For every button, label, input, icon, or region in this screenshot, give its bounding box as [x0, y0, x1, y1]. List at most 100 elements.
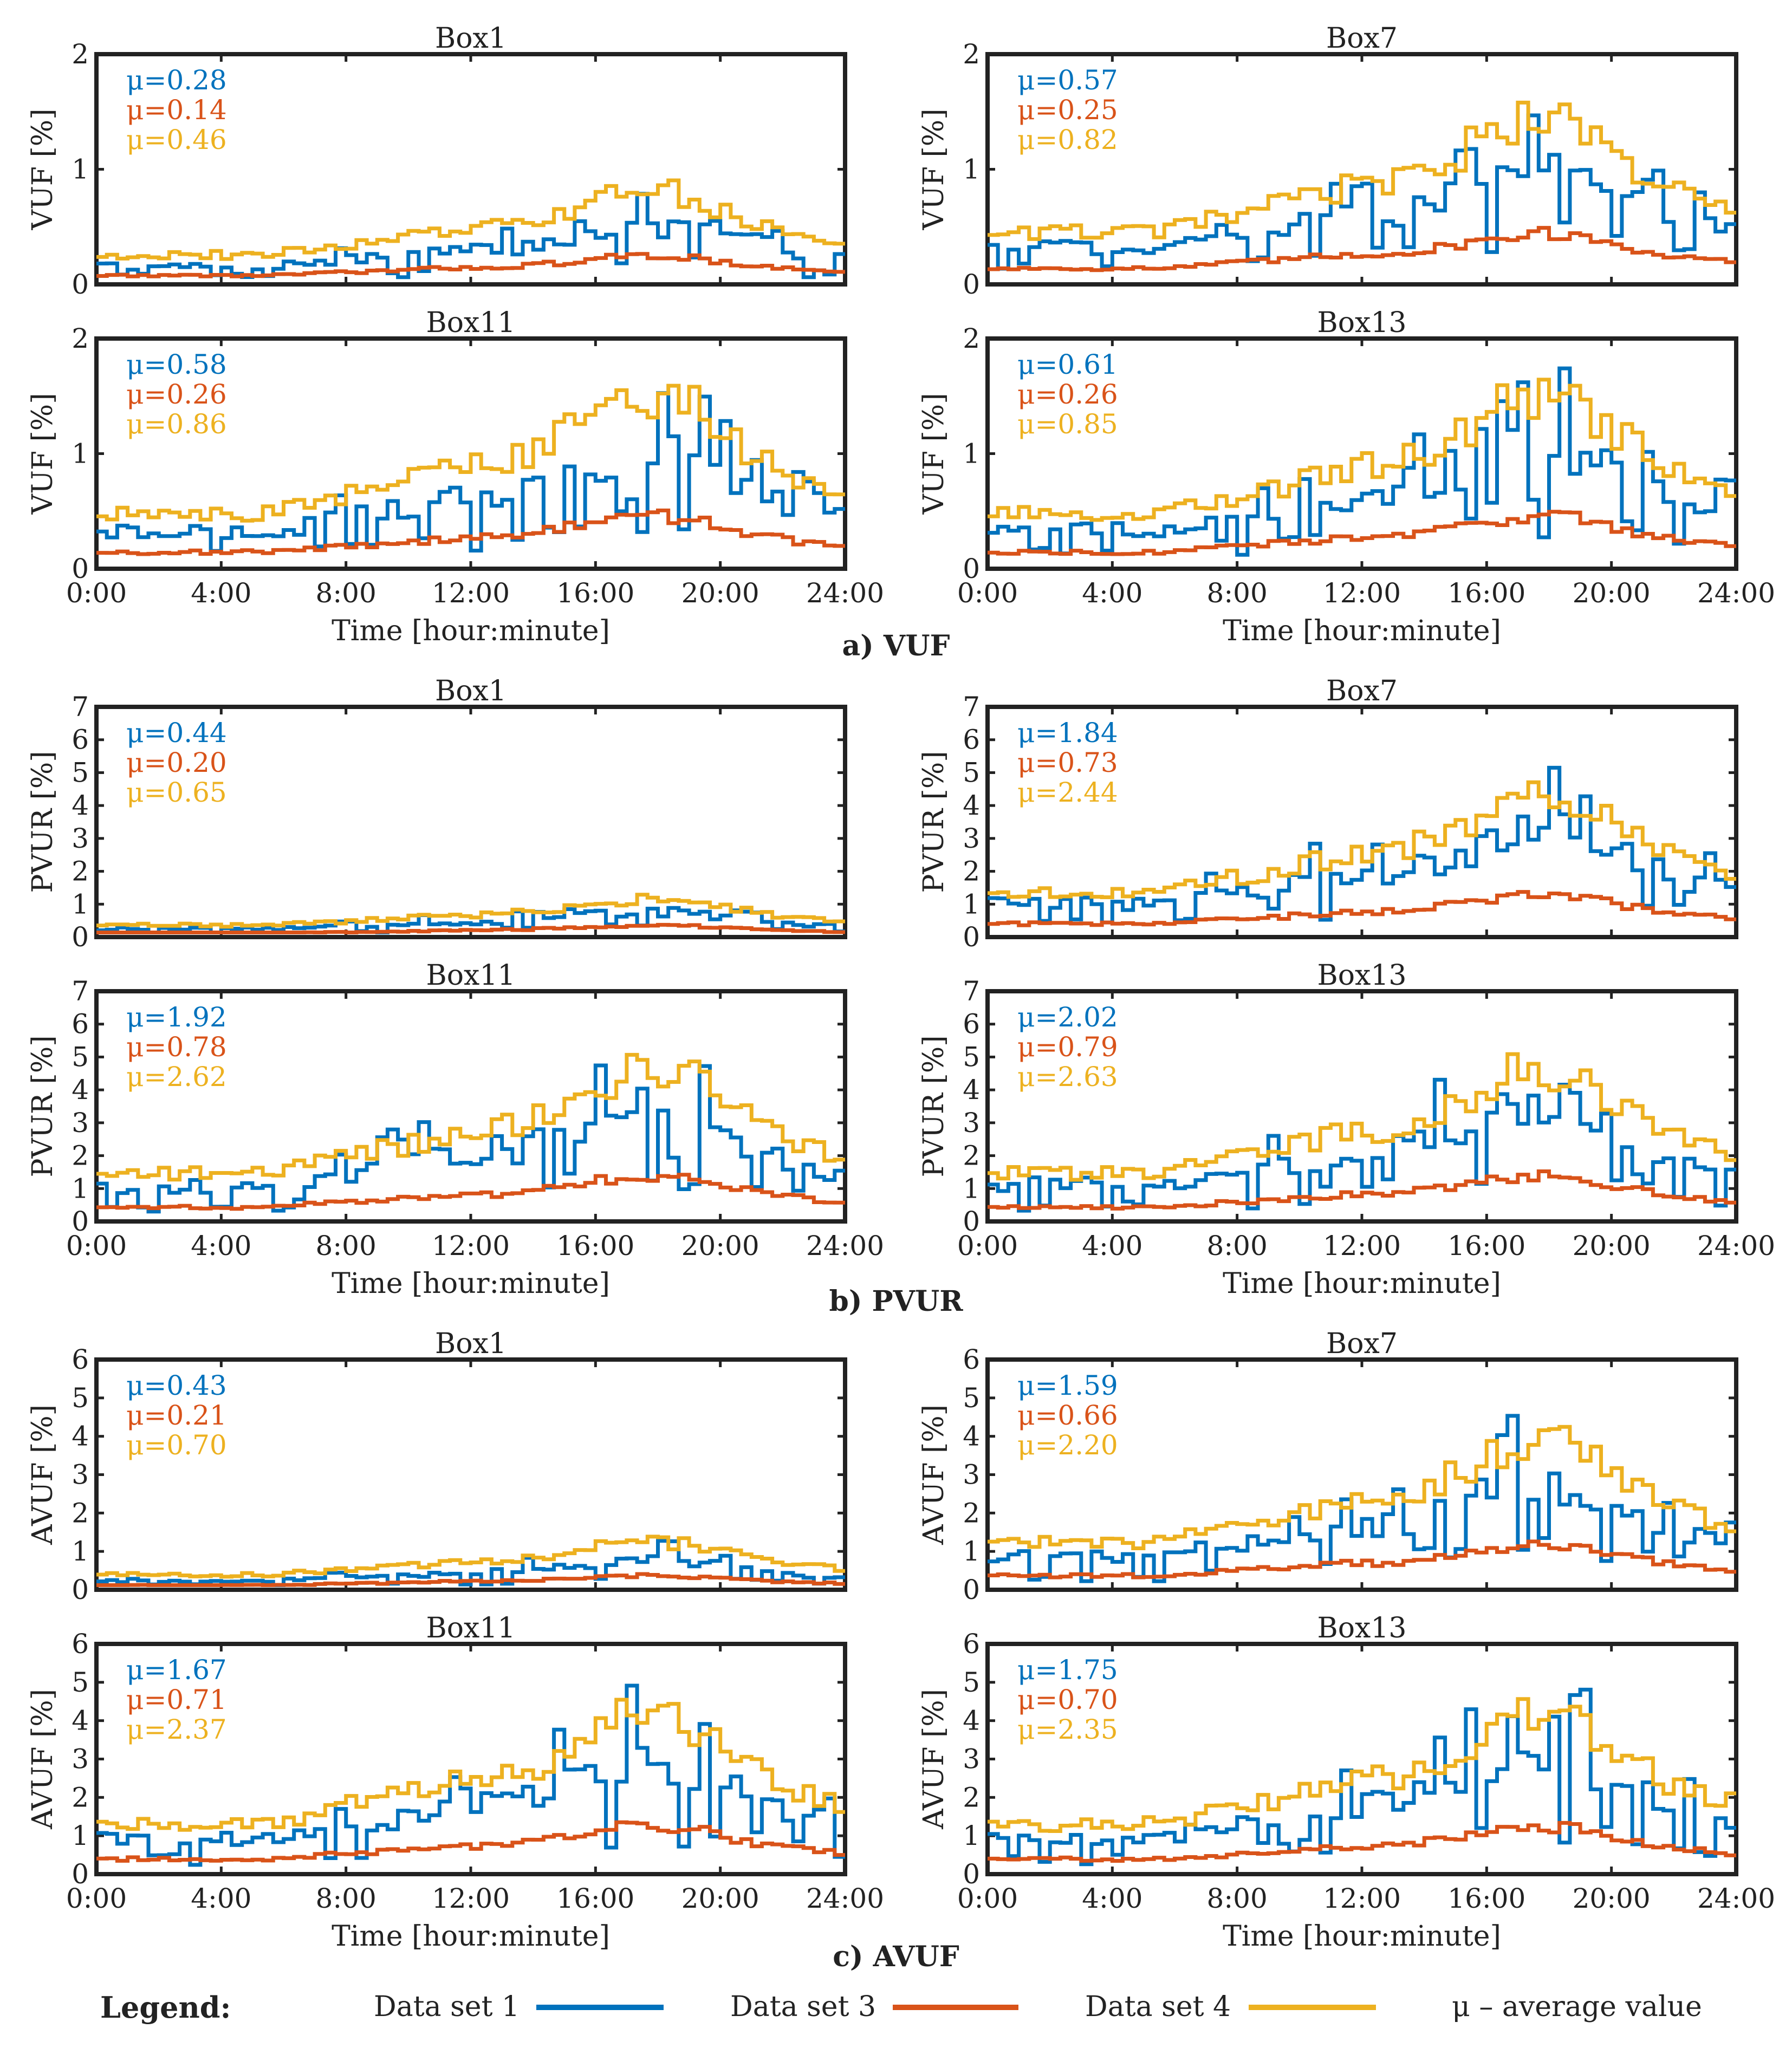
mu-label-data-set-3: μ=0.25 — [1017, 94, 1118, 126]
mu-label-data-set-3: μ=0.79 — [1017, 1031, 1118, 1063]
y-tick-label: 0 — [72, 269, 89, 300]
y-tick-label: 0 — [72, 553, 89, 584]
y-axis-label: AVUF [%] — [27, 1689, 59, 1830]
x-tick-label: 4:00 — [1082, 1230, 1142, 1262]
x-tick-label: 0:00 — [66, 1230, 127, 1262]
series-line-data-set-1 — [96, 1539, 845, 1587]
x-tick-label: 16:00 — [556, 1230, 634, 1262]
y-tick-label: 4 — [963, 1074, 980, 1106]
y-tick-label: 2 — [963, 38, 980, 70]
x-tick-label: 12:00 — [432, 1230, 510, 1262]
y-tick-label: 2 — [963, 1140, 980, 1172]
legend-label-data-set-1: Data set 1 — [374, 1991, 520, 2023]
x-axis-label: Time [hour:minute] — [332, 1267, 610, 1300]
mu-label-data-set-3: μ=0.26 — [126, 379, 227, 410]
series-line-data-set-4 — [96, 893, 845, 929]
x-tick-label: 4:00 — [191, 1883, 251, 1914]
x-tick-label: 12:00 — [432, 577, 510, 609]
x-tick-label: 20:00 — [681, 1883, 759, 1914]
series-line-data-set-1 — [96, 906, 845, 934]
y-tick-label: 5 — [72, 1041, 89, 1072]
series-line-data-set-4 — [988, 1425, 1736, 1550]
y-axis-label: PVUR [%] — [27, 1035, 59, 1177]
y-tick-label: 1 — [963, 1173, 980, 1204]
y-tick-label: 4 — [72, 1705, 89, 1737]
series-line-data-set-3 — [96, 1173, 845, 1211]
y-tick-label: 0 — [72, 921, 89, 953]
series-line-data-set-3 — [988, 226, 1736, 272]
x-tick-label: 4:00 — [1082, 1883, 1142, 1914]
mu-label-data-set-3: μ=0.21 — [126, 1400, 227, 1431]
series-line-data-set-3 — [988, 510, 1736, 556]
mu-label-data-set-1: μ=1.75 — [1017, 1654, 1118, 1686]
y-tick-label: 6 — [963, 1344, 980, 1375]
series-line-data-set-4 — [988, 100, 1736, 241]
section-label-pvur: b) PVUR — [829, 1285, 963, 1318]
mu-label-data-set-4: μ=0.65 — [126, 777, 227, 808]
section-label-vuf: a) VUF — [842, 629, 950, 662]
y-tick-label: 3 — [72, 1459, 89, 1491]
y-tick-label: 3 — [72, 1744, 89, 1775]
y-tick-label: 3 — [963, 823, 980, 854]
series-line-data-set-4 — [988, 1052, 1736, 1182]
mu-label-data-set-3: μ=0.78 — [126, 1031, 227, 1063]
series-line-data-set-4 — [988, 1697, 1736, 1833]
series-line-data-set-4 — [96, 383, 845, 523]
chart-panel-10: Box7 AVUF [%] 0 1 2 3 4 5 6 μ=1.59μ=0.66μ=2.20 — [918, 1328, 1738, 1605]
series-line-data-set-3 — [988, 890, 1736, 927]
mu-label-data-set-1: μ=1.59 — [1017, 1370, 1118, 1401]
x-tick-label: 8:00 — [1207, 1883, 1268, 1914]
mu-label-data-set-4: μ=2.62 — [126, 1061, 227, 1093]
mu-label-data-set-1: μ=1.67 — [126, 1654, 227, 1686]
x-tick-label: 4:00 — [191, 1230, 251, 1262]
x-tick-label: 20:00 — [681, 577, 759, 609]
series-line-data-set-3 — [988, 1821, 1736, 1863]
y-tick-label: 2 — [963, 1497, 980, 1529]
x-tick-label: 12:00 — [432, 1883, 510, 1914]
mu-label-data-set-3: μ=0.20 — [126, 747, 227, 778]
chart-panel-9: Box1 AVUF [%] 0 1 2 3 4 5 6 μ=0.43μ=0.21μ=0.70 — [27, 1328, 847, 1605]
y-tick-label: 1 — [963, 438, 980, 470]
y-tick-label: 2 — [72, 38, 89, 70]
mu-label-data-set-4: μ=2.20 — [1017, 1429, 1118, 1461]
y-tick-label: 3 — [963, 1459, 980, 1491]
y-tick-label: 2 — [72, 1782, 89, 1813]
y-tick-label: 0 — [963, 921, 980, 953]
mu-label-data-set-1: μ=0.44 — [126, 717, 227, 749]
series-line-data-set-1 — [988, 765, 1736, 925]
mu-label-data-set-4: μ=0.70 — [126, 1429, 227, 1461]
y-axis-label: AVUF [%] — [918, 1405, 950, 1545]
chart-title: Box11 — [426, 1612, 515, 1644]
series-line-data-set-4 — [96, 178, 845, 261]
mu-label-data-set-1: μ=0.58 — [126, 349, 227, 380]
series-line-data-set-1 — [988, 113, 1736, 271]
x-tick-label: 20:00 — [681, 1230, 759, 1262]
y-tick-label: 1 — [72, 154, 89, 185]
chart-title: Box7 — [1326, 22, 1398, 55]
y-tick-label: 3 — [72, 1107, 89, 1139]
y-tick-label: 1 — [963, 888, 980, 920]
y-tick-label: 0 — [72, 1858, 89, 1890]
x-tick-label: 16:00 — [556, 577, 634, 609]
x-tick-label: 4:00 — [191, 577, 251, 609]
mu-label-data-set-3: μ=0.71 — [126, 1684, 227, 1715]
x-axis-label: Time [hour:minute] — [332, 1920, 610, 1953]
series-line-data-set-4 — [988, 378, 1736, 522]
mu-label-data-set-4: μ=0.85 — [1017, 408, 1118, 440]
y-tick-label: 5 — [963, 1382, 980, 1414]
mu-label-data-set-4: μ=0.82 — [1017, 124, 1118, 155]
y-tick-label: 3 — [72, 823, 89, 854]
y-tick-label: 6 — [72, 1628, 89, 1660]
chart-title: Box7 — [1326, 675, 1398, 707]
y-tick-label: 4 — [963, 790, 980, 821]
y-tick-label: 1 — [72, 1820, 89, 1851]
y-tick-label: 2 — [72, 323, 89, 354]
x-tick-label: 24:00 — [1697, 1230, 1775, 1262]
series-line-data-set-1 — [988, 1687, 1736, 1867]
y-axis-label: PVUR [%] — [27, 751, 59, 893]
y-tick-label: 7 — [72, 976, 89, 1007]
